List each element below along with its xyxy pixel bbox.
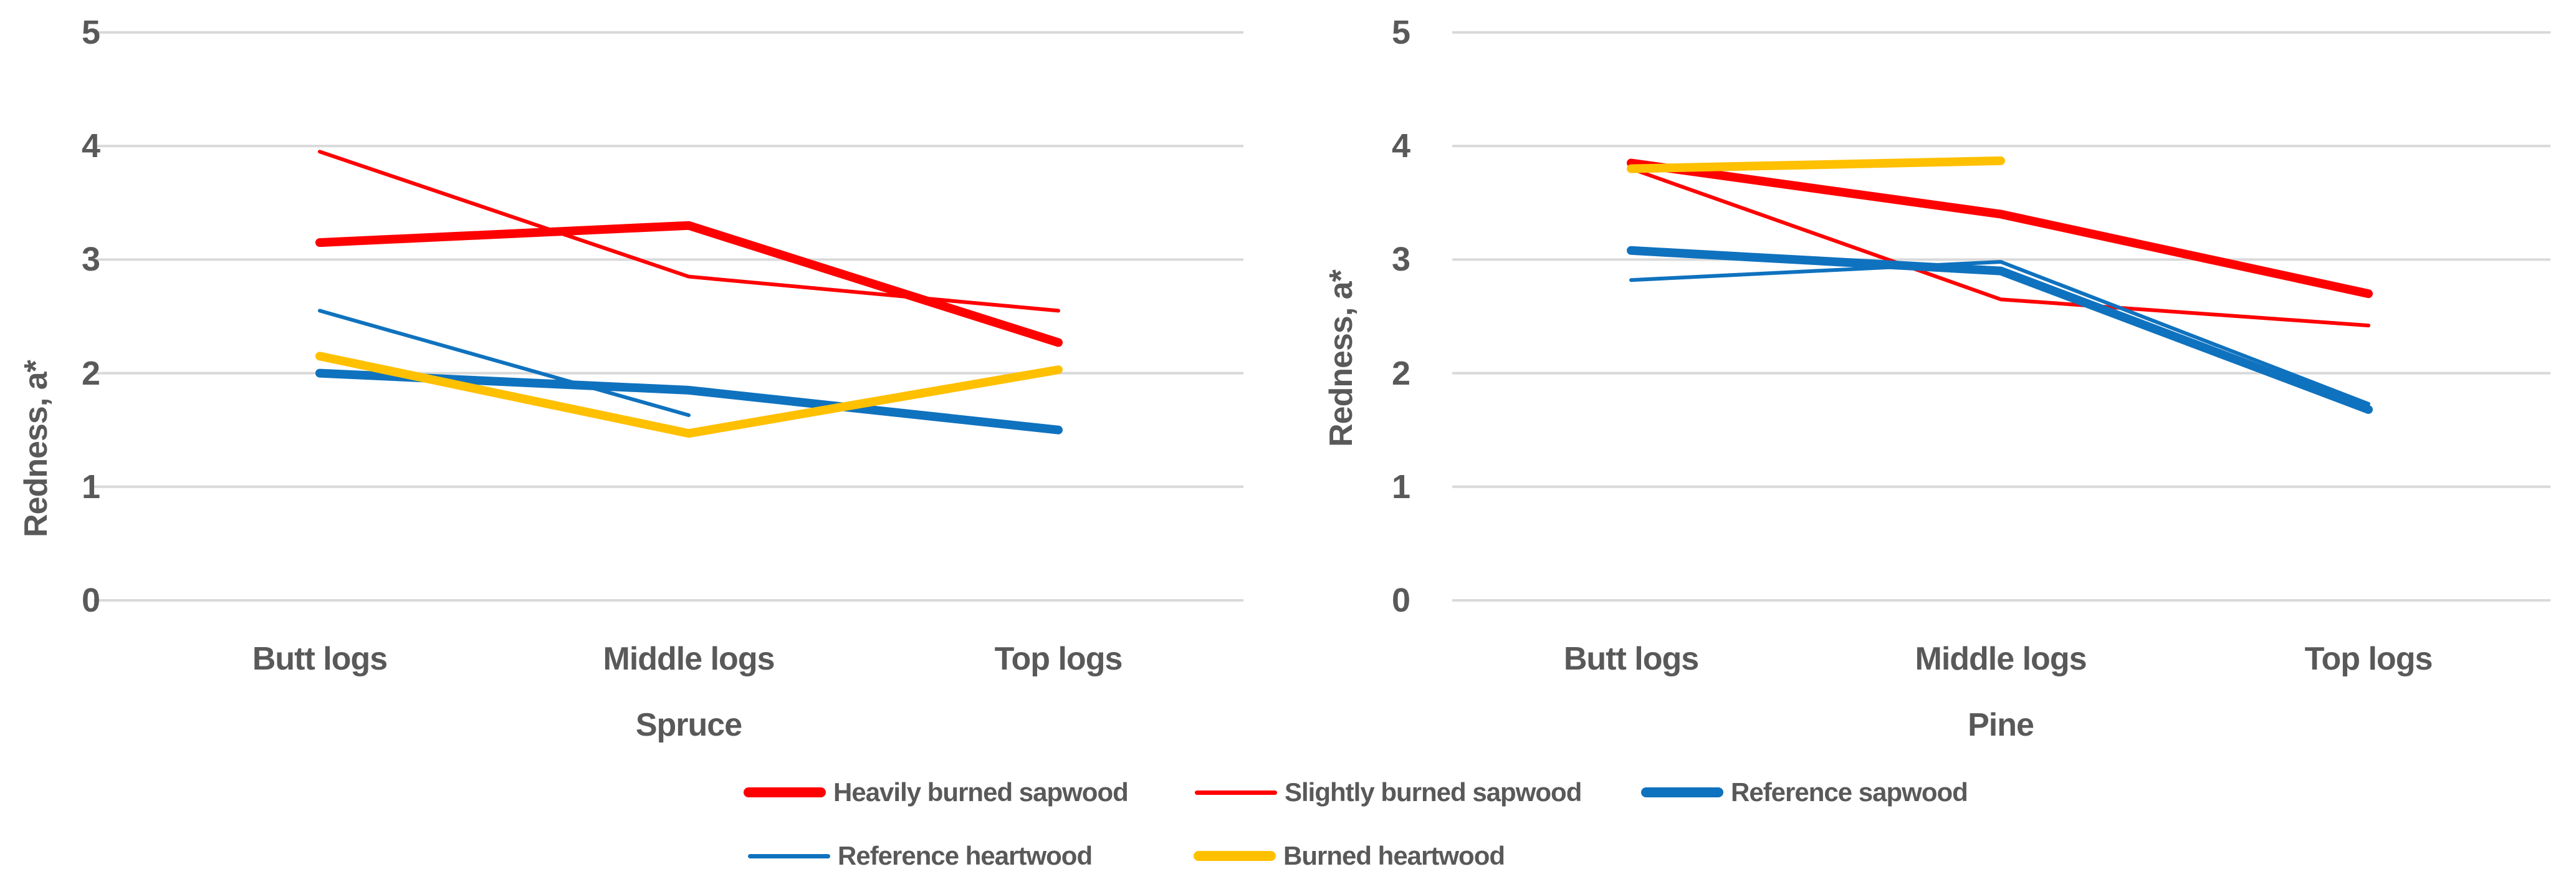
legend-label-heavily-burned-sapwood: Heavily burned sapwood (833, 777, 1129, 807)
spruce-ytick-1: 1 (81, 468, 100, 506)
series-line-reference-heartwood (1629, 260, 2370, 406)
spruce-category-middle-logs: Middle logs (603, 641, 775, 677)
pine-ytick-1: 1 (1391, 468, 1410, 506)
spruce-ytick-2: 2 (81, 355, 100, 392)
pine-ytick-2: 2 (1391, 355, 1410, 392)
series-line-reference-heartwood (318, 309, 691, 417)
legend-swatch-burned-heartwood-icon (1194, 851, 1276, 861)
legend-swatch-heavily-burned-sapwood-icon (744, 787, 826, 797)
series-line-slightly-burned-sapwood (1629, 166, 2370, 328)
series-line-reference-sapwood (1627, 246, 2373, 414)
legend-item-heavily-burned-sapwood: Heavily burned sapwood (744, 777, 1129, 807)
spruce-plot-area (93, 31, 1243, 602)
spruce-ytick-4: 4 (81, 127, 100, 165)
legend-label-slightly-burned-sapwood: Slightly burned sapwood (1285, 777, 1582, 807)
pine-ytick-0: 0 (1391, 582, 1410, 619)
series-line-burned-heartwood (315, 352, 1063, 438)
pine-plot-area (1452, 31, 2550, 602)
legend-item-reference-heartwood: Reference heartwood (748, 841, 1093, 870)
spruce-ytick-3: 3 (81, 241, 100, 278)
legend-item-slightly-burned-sapwood: Slightly burned sapwood (1195, 777, 1582, 807)
legend-swatch-reference-sapwood-icon (1641, 787, 1723, 797)
series-line-burned-heartwood (1627, 156, 2005, 173)
legend-label-burned-heartwood: Burned heartwood (1283, 841, 1505, 870)
series-line-heavily-burned-sapwood (315, 221, 1063, 347)
pine-ytick-4: 4 (1391, 127, 1410, 165)
legend-swatch-slightly-burned-sapwood-icon (1195, 790, 1277, 795)
pine-category-top-logs: Top logs (2304, 641, 2433, 677)
pine-x-axis-title: Pine (1968, 707, 2034, 743)
spruce-x-axis-title: Spruce (635, 707, 742, 743)
series-line-heavily-burned-sapwood (1627, 158, 2373, 299)
legend-label-reference-sapwood: Reference sapwood (1731, 777, 1968, 807)
spruce-ytick-0: 0 (81, 582, 100, 619)
legend-swatch-reference-heartwood-icon (748, 853, 830, 858)
series-line-slightly-burned-sapwood (318, 150, 1060, 313)
spruce-ytick-5: 5 (81, 14, 100, 51)
pine-category-middle-logs: Middle logs (1915, 641, 2087, 677)
spruce-category-top-logs: Top logs (994, 641, 1123, 677)
spruce-category-butt-logs: Butt logs (252, 641, 388, 677)
pine-ytick-5: 5 (1391, 14, 1410, 51)
pine-ytick-3: 3 (1391, 241, 1410, 278)
legend-item-reference-sapwood: Reference sapwood (1641, 778, 1968, 807)
legend-label-reference-heartwood: Reference heartwood (838, 841, 1093, 870)
legend-item-burned-heartwood: Burned heartwood (1194, 842, 1505, 870)
pine-category-butt-logs: Butt logs (1563, 641, 1699, 677)
